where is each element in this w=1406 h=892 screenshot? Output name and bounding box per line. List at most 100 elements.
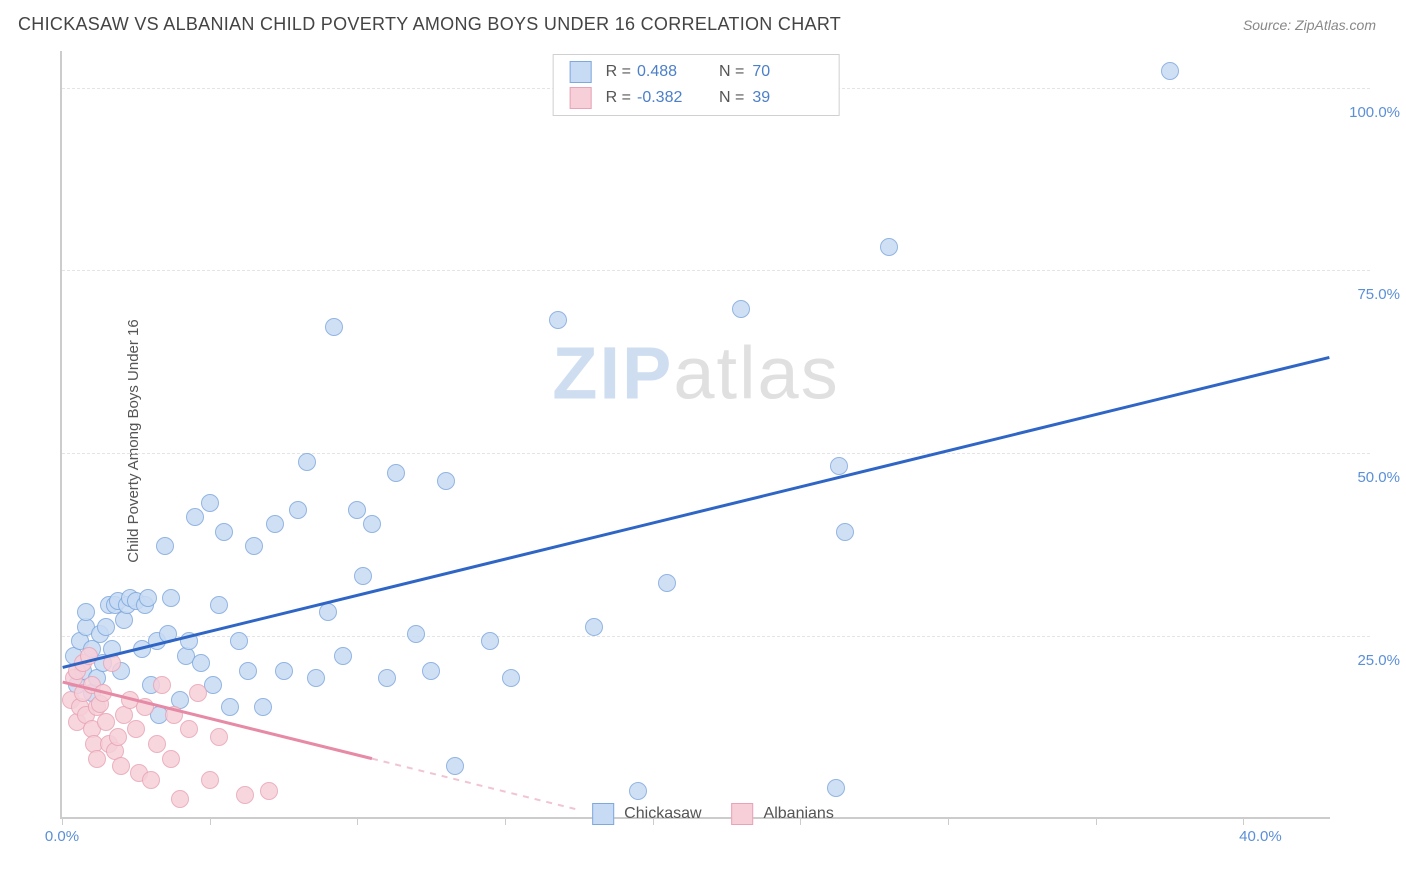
legend-swatch-chickasaw xyxy=(592,803,614,825)
scatter-point xyxy=(221,698,239,716)
series-legend-label: Chickasaw xyxy=(624,805,701,823)
stats-legend: R = 0.488 N = 70 R = -0.382 N = 39 xyxy=(553,54,840,116)
x-tick-label: 0.0% xyxy=(45,828,79,845)
scatter-point xyxy=(387,464,405,482)
scatter-point xyxy=(836,523,854,541)
scatter-point xyxy=(629,782,647,800)
scatter-point xyxy=(210,728,228,746)
scatter-point xyxy=(109,728,127,746)
scatter-point xyxy=(88,750,106,768)
gridline xyxy=(62,270,1370,271)
scatter-point xyxy=(97,618,115,636)
scatter-point xyxy=(446,757,464,775)
scatter-point xyxy=(266,515,284,533)
scatter-point xyxy=(180,720,198,738)
trend-line xyxy=(63,357,1330,667)
scatter-point xyxy=(307,669,325,687)
scatter-point xyxy=(112,757,130,775)
scatter-point xyxy=(254,698,272,716)
scatter-point xyxy=(192,654,210,672)
scatter-point xyxy=(162,589,180,607)
x-tick xyxy=(1243,817,1244,825)
scatter-point xyxy=(236,786,254,804)
scatter-point xyxy=(94,684,112,702)
scatter-point xyxy=(289,501,307,519)
scatter-point xyxy=(319,603,337,621)
scatter-point xyxy=(245,537,263,555)
stats-legend-row: R = 0.488 N = 70 xyxy=(554,59,839,85)
y-tick-label: 25.0% xyxy=(1357,652,1400,669)
scatter-point xyxy=(171,790,189,808)
x-tick xyxy=(357,817,358,825)
plot-area: ZIPatlas R = 0.488 N = 70 R = -0.382 N =… xyxy=(60,51,1330,819)
trend-lines-layer xyxy=(62,51,1330,817)
series-legend-item: Albanians xyxy=(732,803,834,825)
chart-title: CHICKASAW VS ALBANIAN CHILD POVERTY AMON… xyxy=(18,14,841,35)
scatter-point xyxy=(1161,62,1179,80)
scatter-point xyxy=(298,453,316,471)
chart-header: CHICKASAW VS ALBANIAN CHILD POVERTY AMON… xyxy=(0,0,1406,41)
scatter-point xyxy=(215,523,233,541)
scatter-point xyxy=(148,735,166,753)
gridline xyxy=(62,636,1370,637)
scatter-point xyxy=(334,647,352,665)
watermark: ZIPatlas xyxy=(552,330,839,415)
scatter-point xyxy=(127,720,145,738)
scatter-point xyxy=(348,501,366,519)
legend-r-value: 0.488 xyxy=(637,63,707,81)
legend-n-label: N = xyxy=(719,63,744,81)
scatter-point xyxy=(201,771,219,789)
x-tick xyxy=(505,817,506,825)
scatter-point xyxy=(732,300,750,318)
x-tick xyxy=(1096,817,1097,825)
scatter-point xyxy=(156,537,174,555)
scatter-point xyxy=(189,684,207,702)
legend-r-value: -0.382 xyxy=(637,89,707,107)
x-tick xyxy=(210,817,211,825)
scatter-point xyxy=(549,311,567,329)
scatter-point xyxy=(136,698,154,716)
watermark-zip: ZIP xyxy=(552,331,673,414)
scatter-point xyxy=(422,662,440,680)
scatter-point xyxy=(880,238,898,256)
scatter-point xyxy=(830,457,848,475)
chart-container: Child Poverty Among Boys Under 16 ZIPatl… xyxy=(48,51,1378,831)
y-tick-label: 50.0% xyxy=(1357,469,1400,486)
scatter-point xyxy=(153,676,171,694)
scatter-point xyxy=(80,647,98,665)
source-attribution: Source: ZipAtlas.com xyxy=(1243,17,1376,33)
scatter-point xyxy=(239,662,257,680)
scatter-point xyxy=(658,574,676,592)
scatter-point xyxy=(139,589,157,607)
scatter-point xyxy=(201,494,219,512)
scatter-point xyxy=(165,706,183,724)
scatter-point xyxy=(354,567,372,585)
legend-swatch-chickasaw xyxy=(570,61,592,83)
legend-swatch-albanians xyxy=(570,87,592,109)
scatter-point xyxy=(77,603,95,621)
gridline xyxy=(62,453,1370,454)
scatter-point xyxy=(481,632,499,650)
y-tick-label: 75.0% xyxy=(1357,286,1400,303)
series-legend: Chickasaw Albanians xyxy=(592,803,834,825)
legend-swatch-albanians xyxy=(732,803,754,825)
watermark-atlas: atlas xyxy=(673,331,839,414)
x-tick xyxy=(948,817,949,825)
scatter-point xyxy=(103,654,121,672)
legend-r-label: R = xyxy=(606,89,631,107)
scatter-point xyxy=(827,779,845,797)
stats-legend-row: R = -0.382 N = 39 xyxy=(554,85,839,111)
scatter-point xyxy=(162,750,180,768)
scatter-point xyxy=(407,625,425,643)
scatter-point xyxy=(180,632,198,650)
scatter-point xyxy=(437,472,455,490)
scatter-point xyxy=(210,596,228,614)
trend-line xyxy=(372,759,578,810)
legend-n-value: 70 xyxy=(752,63,822,81)
legend-n-value: 39 xyxy=(752,89,822,107)
scatter-point xyxy=(159,625,177,643)
scatter-point xyxy=(325,318,343,336)
scatter-point xyxy=(585,618,603,636)
scatter-point xyxy=(186,508,204,526)
legend-r-label: R = xyxy=(606,63,631,81)
